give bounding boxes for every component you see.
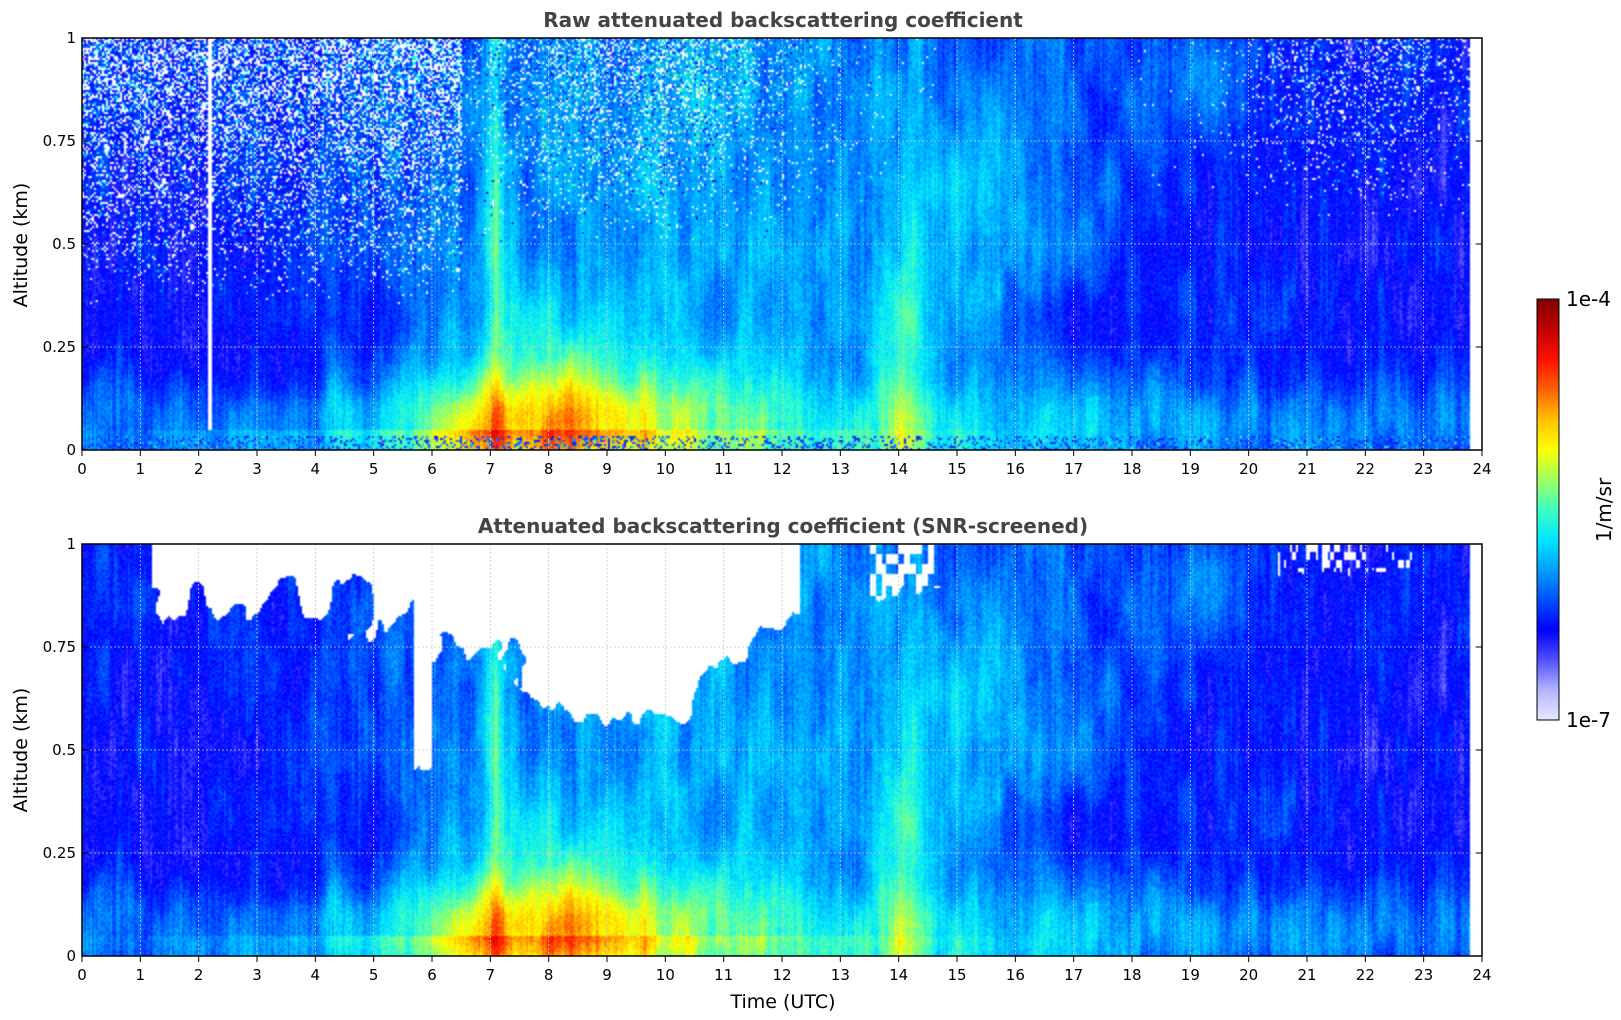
colorbar-max-label: 1e-4 (1566, 287, 1611, 311)
x-tick-label: 11 (714, 460, 733, 478)
colorbar-min-label: 1e-7 (1566, 708, 1611, 732)
x-tick-label: 22 (1356, 460, 1375, 478)
y-tick-label: 0.25 (43, 338, 76, 356)
y-tick-label: 0 (66, 441, 76, 459)
x-tick-label: 14 (889, 966, 908, 984)
x-tick-label: 6 (427, 966, 437, 984)
x-tick-label: 5 (369, 460, 379, 478)
x-tick-label: 1 (136, 966, 146, 984)
colorbar: 1e-4 1e-7 1/m/sr (1536, 287, 1616, 732)
x-tick-label: 10 (656, 460, 675, 478)
x-tick-label: 14 (889, 460, 908, 478)
x-tick-label: 18 (1122, 966, 1141, 984)
x-tick-label: 7 (486, 966, 496, 984)
panel-screened: Attenuated backscattering coefficient (S… (10, 514, 1492, 1013)
x-tick-label: 4 (311, 460, 321, 478)
colorbar-gradient (1536, 298, 1560, 721)
y-axis-label: Altitude (km) (10, 688, 32, 813)
x-tick-label: 17 (1064, 966, 1083, 984)
x-tick-label: 20 (1239, 966, 1258, 984)
x-tick-label: 2 (194, 460, 204, 478)
x-tick-label: 8 (544, 460, 554, 478)
x-tick-label: 5 (369, 966, 379, 984)
y-tick-label: 0.5 (52, 741, 76, 759)
y-tick-label: 0.75 (43, 132, 76, 150)
x-tick-label: 3 (252, 460, 262, 478)
x-tick-label: 24 (1472, 460, 1491, 478)
y-axis: 0 0.25 0.5 0.75 1 (43, 535, 1482, 965)
x-tick-label: 16 (1006, 460, 1025, 478)
x-tick-label: 12 (772, 966, 791, 984)
x-tick-label: 17 (1064, 460, 1083, 478)
x-tick-label: 19 (1181, 460, 1200, 478)
x-tick-label: 15 (947, 460, 966, 478)
x-tick-label: 15 (947, 966, 966, 984)
y-tick-label: 0 (66, 947, 76, 965)
x-tick-label: 22 (1356, 966, 1375, 984)
x-tick-label: 10 (656, 966, 675, 984)
x-tick-label: 2 (194, 966, 204, 984)
x-tick-label: 8 (544, 966, 554, 984)
y-axis-label: Altitude (km) (10, 183, 32, 308)
x-tick-label: 11 (714, 966, 733, 984)
y-tick-label: 1 (66, 535, 76, 553)
x-tick-label: 0 (77, 460, 87, 478)
x-tick-label: 9 (602, 966, 612, 984)
x-tick-label: 3 (252, 966, 262, 984)
x-tick-label: 9 (602, 460, 612, 478)
x-tick-label: 20 (1239, 460, 1258, 478)
x-axis: 0 1 2 3 4 5 6 7 8 9 10 11 12 13 14 15 16 17 18 19 20 21 22 23 24 (77, 956, 1492, 984)
colorbar-unit-label: 1/m/sr (1592, 477, 1616, 542)
x-tick-label: 16 (1006, 966, 1025, 984)
x-tick-label: 12 (772, 460, 791, 478)
panel-title: Attenuated backscattering coefficient (S… (478, 514, 1088, 538)
x-tick-label: 13 (831, 460, 850, 478)
x-tick-label: 0 (77, 966, 87, 984)
x-tick-label: 7 (486, 460, 496, 478)
x-tick-label: 13 (831, 966, 850, 984)
panel-title: Raw attenuated backscattering coefficien… (543, 8, 1023, 32)
x-tick-label: 6 (427, 460, 437, 478)
panel-raw: Raw attenuated backscattering coefficien… (10, 8, 1492, 478)
grid-lines (82, 544, 1482, 956)
x-tick-label: 23 (1414, 460, 1433, 478)
y-tick-label: 1 (66, 29, 76, 47)
x-axis-label: Time (UTC) (729, 991, 835, 1013)
x-tick-label: 4 (311, 966, 321, 984)
y-tick-label: 0.75 (43, 638, 76, 656)
grid-lines (82, 38, 1482, 450)
x-tick-label: 23 (1414, 966, 1433, 984)
x-tick-label: 1 (136, 460, 146, 478)
y-tick-label: 0.25 (43, 844, 76, 862)
x-tick-label: 21 (1297, 966, 1316, 984)
x-tick-label: 24 (1472, 966, 1491, 984)
x-tick-label: 21 (1297, 460, 1316, 478)
x-axis: 0 1 2 3 4 5 6 7 8 9 10 11 12 13 14 15 16 17 18 19 20 21 22 23 24 (77, 450, 1492, 478)
y-tick-label: 0.5 (52, 235, 76, 253)
x-tick-label: 18 (1122, 460, 1141, 478)
y-axis: 0 0.25 0.5 0.75 1 (43, 29, 1482, 459)
x-tick-label: 19 (1181, 966, 1200, 984)
